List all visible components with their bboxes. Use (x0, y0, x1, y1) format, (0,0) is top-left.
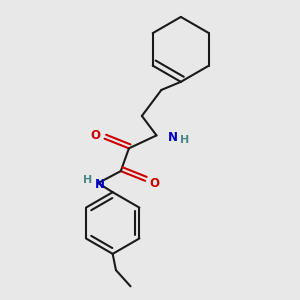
Text: O: O (149, 177, 159, 190)
Text: H: H (83, 175, 92, 185)
Text: O: O (91, 129, 100, 142)
Text: N: N (168, 131, 178, 144)
Text: H: H (180, 135, 189, 145)
Text: N: N (95, 178, 105, 190)
